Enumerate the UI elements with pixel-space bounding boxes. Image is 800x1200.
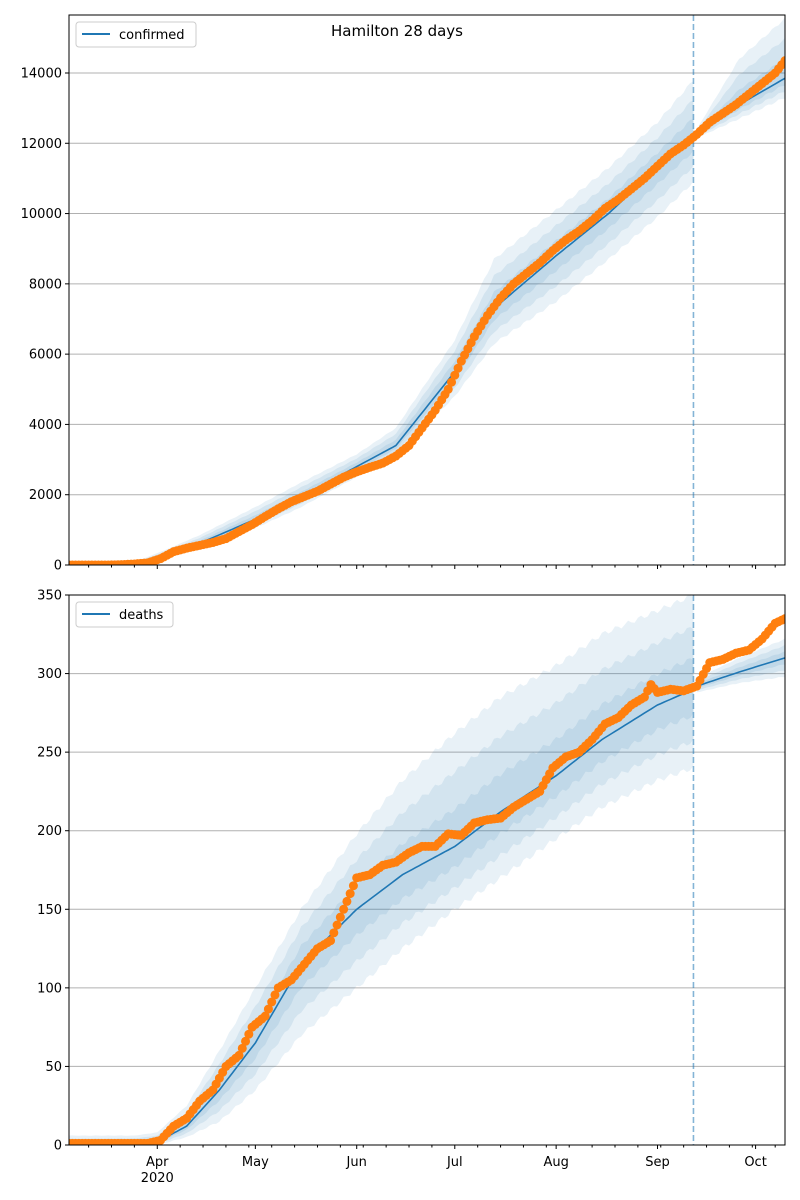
observed-point — [244, 1029, 254, 1039]
median-line — [69, 657, 785, 1145]
observed-point — [335, 912, 345, 922]
observed-point — [263, 1004, 273, 1014]
observed-point — [241, 1036, 251, 1046]
legend-box — [75, 21, 197, 48]
y-tick-label: 50 — [45, 1060, 62, 1075]
plot-area — [69, 595, 785, 1145]
x-tick-label: Jul — [446, 1155, 463, 1170]
x-tick-label: Oct — [744, 1155, 766, 1170]
chart-title: Hamilton 28 days — [331, 22, 463, 40]
observed-point — [342, 896, 352, 906]
x-tick-label: May — [242, 1155, 269, 1170]
y-tick-label: 8000 — [29, 277, 62, 292]
x-tick-year-label: 2020 — [141, 1171, 174, 1186]
uncertainty-band — [69, 627, 694, 1145]
uncertainty-band — [69, 81, 694, 565]
y-tick-label: 300 — [37, 667, 62, 682]
y-tick-label: 6000 — [29, 348, 62, 363]
uncertainty-band — [69, 100, 694, 565]
legend-label: confirmed — [119, 28, 185, 43]
y-tick-label: 14000 — [21, 66, 62, 81]
observed-point — [453, 363, 463, 373]
legend: deaths — [75, 601, 174, 628]
uncertainty-band — [696, 17, 785, 138]
y-tick-label: 0 — [54, 559, 62, 574]
y-tick-label: 4000 — [29, 418, 62, 433]
y-tick-label: 2000 — [29, 488, 62, 503]
x-tick-label: Apr — [146, 1155, 169, 1170]
observed-point — [447, 377, 457, 387]
observed-point — [326, 936, 336, 946]
observed-point — [348, 881, 358, 891]
observed-point — [443, 384, 453, 394]
uncertainty-band — [69, 658, 694, 1145]
y-tick-label: 10000 — [21, 207, 62, 222]
axes-frame — [68, 14, 786, 566]
observed-point — [339, 904, 349, 914]
y-tick-label: 250 — [37, 746, 62, 761]
axes-frame — [68, 594, 786, 1146]
observed-point — [450, 370, 460, 380]
observed-point — [237, 1043, 247, 1053]
observed-point — [267, 997, 277, 1007]
confirmed-axes: 0 2000 4000 6000 8000 10000 12000 14000 confirme… — [21, 14, 786, 574]
y-tick-label: 0 — [54, 1139, 62, 1154]
observed-point — [234, 1050, 244, 1060]
observed-point — [345, 889, 355, 899]
x-tick-label: Jun — [346, 1155, 367, 1170]
observed-point — [329, 928, 339, 938]
y-tick-label: 12000 — [21, 137, 62, 152]
x-tick-label: Sep — [645, 1155, 670, 1170]
plot-area — [69, 15, 785, 565]
legend-label: deaths — [119, 608, 164, 623]
observed-point — [260, 1011, 270, 1021]
y-tick-label: 350 — [37, 589, 62, 604]
y-tick-label: 200 — [37, 824, 62, 839]
observed-point — [270, 990, 280, 1000]
y-tick-label: 100 — [37, 981, 62, 996]
observed-point — [780, 614, 785, 624]
legend: confirmed — [75, 21, 197, 48]
y-tick-label: 150 — [37, 903, 62, 918]
observed-point — [332, 920, 342, 930]
x-tick-label: Aug — [543, 1155, 568, 1170]
legend-box — [75, 601, 174, 628]
observed-point — [780, 56, 785, 66]
